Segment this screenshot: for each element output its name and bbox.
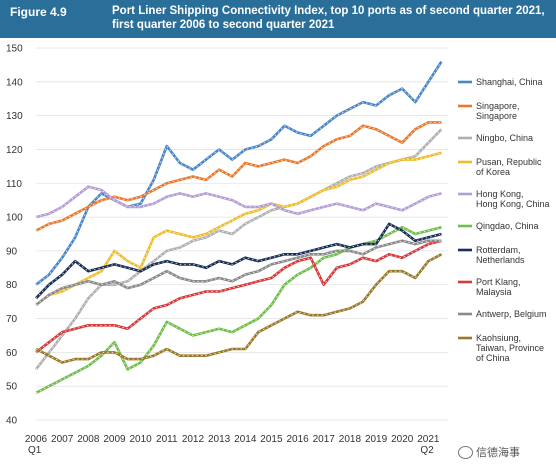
x-tick-label: 2012 — [182, 434, 205, 445]
x-tick-sublabel: Q2 — [420, 445, 434, 456]
legend-label: Antwerp, Belgium — [476, 309, 547, 319]
y-tick-label: 150 — [6, 44, 23, 55]
y-tick-label: 50 — [6, 382, 18, 393]
legend-label: Singapore — [476, 111, 517, 121]
y-tick-label: 120 — [6, 145, 23, 156]
watermark: 信德海事 — [458, 444, 520, 460]
legend-label: Rotterdam, — [476, 245, 521, 255]
y-tick-label: 100 — [6, 213, 23, 224]
legend-label: of Korea — [476, 167, 510, 177]
legend-label: Pusan, Republic — [476, 157, 542, 167]
legend-label: Shanghai, China — [476, 77, 543, 87]
series-dot-overlay — [35, 122, 442, 231]
watermark-text: 信德海事 — [476, 446, 520, 459]
legend-label: Hong Kong, — [476, 189, 524, 199]
x-tick-label: 2017 — [313, 434, 336, 445]
x-tick-label: 2016 — [286, 434, 309, 445]
x-tick-label: 2010 — [130, 434, 153, 445]
series-dot-overlay — [35, 152, 442, 306]
y-tick-label: 90 — [6, 246, 18, 257]
y-tick-label: 130 — [6, 111, 23, 122]
series-dot-overlay — [35, 253, 442, 363]
x-tick-label: 2006 — [25, 434, 48, 445]
series-dot-overlay — [35, 240, 442, 306]
figure-label: Figure 4.9 — [10, 5, 67, 19]
x-tick-label: 2020 — [391, 434, 414, 445]
legend-label: Kaohsiung, — [476, 333, 521, 343]
x-tick-label: 2018 — [339, 434, 362, 445]
series-line — [35, 60, 443, 286]
y-tick-label: 60 — [6, 348, 18, 359]
y-tick-label: 140 — [6, 77, 23, 88]
x-tick-label: 2009 — [103, 434, 126, 445]
x-tick-label: 2014 — [234, 434, 257, 445]
legend-label: Singapore, — [476, 101, 520, 111]
series-dot-overlay — [35, 186, 442, 218]
x-tick-label: 2015 — [260, 434, 283, 445]
legend-label: Port Klang, — [476, 277, 521, 287]
y-tick-label: 110 — [6, 179, 22, 190]
x-tick-label: 2008 — [77, 434, 100, 445]
x-tick-label: 2011 — [156, 434, 178, 445]
legend-label: Netherlands — [476, 255, 525, 265]
x-tick-sublabel: Q1 — [28, 445, 42, 456]
legend-label: Malaysia — [476, 287, 512, 297]
wechat-icon — [458, 445, 473, 459]
series-dot-overlay — [35, 223, 442, 299]
y-tick-label: 70 — [6, 314, 18, 325]
chart-title: Port Liner Shipping Connectivity Index, … — [112, 5, 545, 31]
figure-header: Figure 4.9 Port Liner Shipping Connectiv… — [0, 0, 556, 38]
y-tick-label: 80 — [6, 280, 18, 291]
x-tick-label: 2007 — [51, 434, 74, 445]
x-tick-label: 2021 — [417, 434, 440, 445]
x-tick-label: 2013 — [208, 434, 231, 445]
series-dot-overlay — [35, 240, 442, 353]
y-tick-label: 40 — [6, 416, 18, 427]
legend-label: Qingdao, China — [476, 221, 539, 231]
legend-label: Taiwan, Province — [476, 343, 544, 353]
legend-label: of China — [476, 353, 510, 363]
plot-area — [36, 48, 448, 420]
legend-label: Hong Kong, China — [476, 199, 550, 209]
legend-label: Ningbo, China — [476, 133, 533, 143]
x-tick-label: 2019 — [365, 434, 388, 445]
